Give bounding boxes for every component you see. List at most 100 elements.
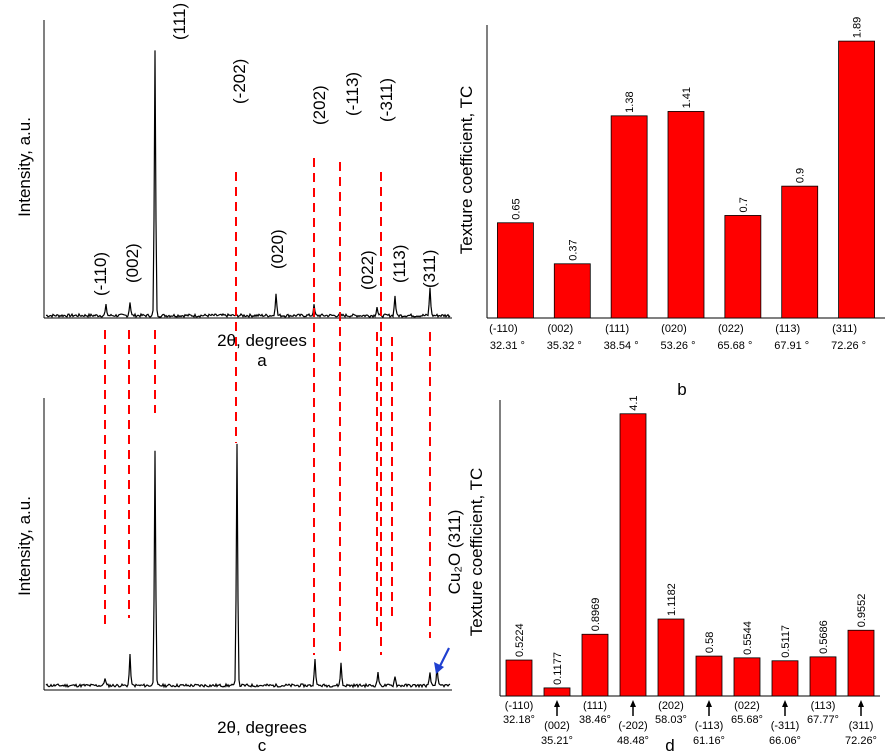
panel-c-y-axis-label: Intensity, a.u. — [15, 496, 34, 596]
category-label: (-311) — [771, 720, 800, 732]
category-label: (111) — [605, 323, 629, 335]
bar-value-label: 0.9552 — [856, 594, 868, 628]
category-label: (022) — [718, 323, 744, 335]
category-label: (113) — [811, 700, 836, 712]
category-label: (202) — [658, 700, 684, 712]
angle-label: 65.68° — [731, 714, 763, 726]
angle-label: 66.06° — [769, 735, 801, 747]
peak-label: (311) — [420, 250, 439, 288]
bar-value-label: 0.5544 — [742, 621, 754, 655]
bar — [619, 413, 647, 697]
arrow-up-head-icon — [782, 700, 788, 707]
bar-value-label: 1.38 — [624, 91, 636, 112]
angle-label: 32.31 ° — [490, 340, 525, 352]
category-label: (-113) — [695, 720, 724, 732]
bar — [838, 40, 875, 319]
category-label: (111) — [583, 700, 607, 712]
panel-d-bar-chart: 0.5224 (-110) 32.18° 0.1177 (002) 35.21° 0.896… — [445, 395, 880, 747]
peak-label: (202) — [310, 85, 329, 125]
bar-value-label: 1.41 — [681, 87, 693, 108]
angle-label: 32.18° — [503, 714, 535, 726]
bar — [553, 263, 591, 319]
bar-value-label: 1.89 — [852, 17, 864, 38]
angle-label: 38.46° — [579, 714, 611, 726]
bar — [733, 657, 761, 697]
peak-label: (020) — [268, 229, 287, 269]
bar-value-label: 0.7 — [738, 197, 750, 212]
panel-d-annotation: Cu₂O (311) — [445, 510, 464, 595]
angle-label: 58.03° — [655, 714, 687, 726]
category-label: (022) — [734, 700, 760, 712]
panel-b-y-axis-label: Texture coefficient, TC — [457, 86, 476, 255]
bar — [847, 629, 875, 697]
bar — [809, 656, 837, 697]
bar — [610, 115, 648, 319]
bar-value-label: 0.58 — [704, 632, 716, 653]
category-label: (-110) — [505, 700, 534, 712]
panel-a-xrd-plot: 2θ, degrees Intensity, a.u. (-110) (002) (11… — [15, 3, 452, 350]
panel-a-x-axis-label: 2θ, degrees — [217, 331, 307, 350]
bar — [695, 655, 723, 697]
bar — [771, 660, 799, 697]
panel-letter-d: d — [665, 736, 674, 755]
angle-label: 72.26 ° — [831, 340, 866, 352]
peak-label: (-311) — [377, 78, 396, 122]
bar — [581, 633, 609, 697]
bar-value-label: 4.1 — [628, 395, 640, 410]
category-label: (311) — [849, 720, 874, 732]
panel-letter-c: c — [258, 736, 267, 755]
bar-value-label: 0.9 — [795, 168, 807, 183]
panel-c-x-axis-label: 2θ, degrees — [217, 718, 307, 737]
panel-letter-a: a — [257, 351, 267, 370]
bar-value-label: 0.1177 — [552, 652, 564, 685]
peak-label: (022) — [358, 250, 377, 290]
peak-label: (111) — [170, 3, 189, 40]
xrd-trace — [45, 443, 451, 689]
peak-label: (113) — [390, 245, 409, 283]
peak-label: (-110) — [91, 252, 110, 296]
bar — [497, 222, 534, 319]
bar-value-label: 0.5686 — [818, 620, 830, 654]
panel-c-xrd-plot: 2θ, degrees Intensity, a.u. — [15, 398, 452, 737]
bar — [543, 687, 571, 697]
bar-value-label: 0.5224 — [514, 623, 526, 657]
category-label: (020) — [661, 323, 687, 335]
arrow-up-head-icon — [554, 700, 560, 707]
arrow-up-head-icon — [630, 700, 636, 707]
peak-label: (002) — [123, 243, 142, 283]
angle-label: 53.26 ° — [661, 340, 696, 352]
angle-label: 48.48° — [617, 735, 649, 747]
bar — [724, 215, 762, 319]
angle-label: 72.26° — [845, 735, 877, 747]
bar — [781, 185, 819, 319]
bar-value-label: 0.65 — [510, 198, 522, 219]
angle-label: 35.21° — [541, 735, 573, 747]
arrow-up-head-icon — [858, 700, 864, 707]
bar-value-label: 1.1182 — [666, 583, 678, 616]
angle-label: 38.54 ° — [604, 340, 639, 352]
arrow-head-icon — [434, 662, 444, 674]
category-label: (113) — [775, 323, 800, 335]
angle-label: 67.91 ° — [774, 340, 809, 352]
bar-value-label: 0.8969 — [590, 598, 602, 632]
panel-a-y-axis-label: Intensity, a.u. — [15, 117, 34, 217]
panel-d-y-axis-label: Texture coefficient, TC — [467, 468, 486, 637]
category-label: (-110) — [489, 323, 518, 335]
angle-label: 65.68 ° — [717, 340, 752, 352]
arrow-up-head-icon — [706, 700, 712, 707]
category-label: (002) — [547, 323, 573, 335]
xrd-trace — [45, 50, 451, 319]
category-label: (-202) — [618, 720, 647, 732]
bar-value-label: 0.37 — [567, 239, 579, 260]
panel-letter-b: b — [677, 380, 686, 399]
category-label: (002) — [544, 720, 570, 732]
bar-value-label: 0.5117 — [780, 625, 792, 658]
angle-label: 61.16° — [693, 735, 725, 747]
angle-label: 35.32 ° — [547, 340, 582, 352]
angle-label: 67.77° — [807, 714, 839, 726]
bar — [657, 618, 685, 697]
dashed-guide-lines — [104, 158, 431, 655]
panel-b-bar-chart: 0.65 (-110) 32.31 ° 0.37 (002) 35.32 ° 1.38 (11… — [457, 17, 885, 352]
peak-label: (-202) — [230, 59, 249, 104]
